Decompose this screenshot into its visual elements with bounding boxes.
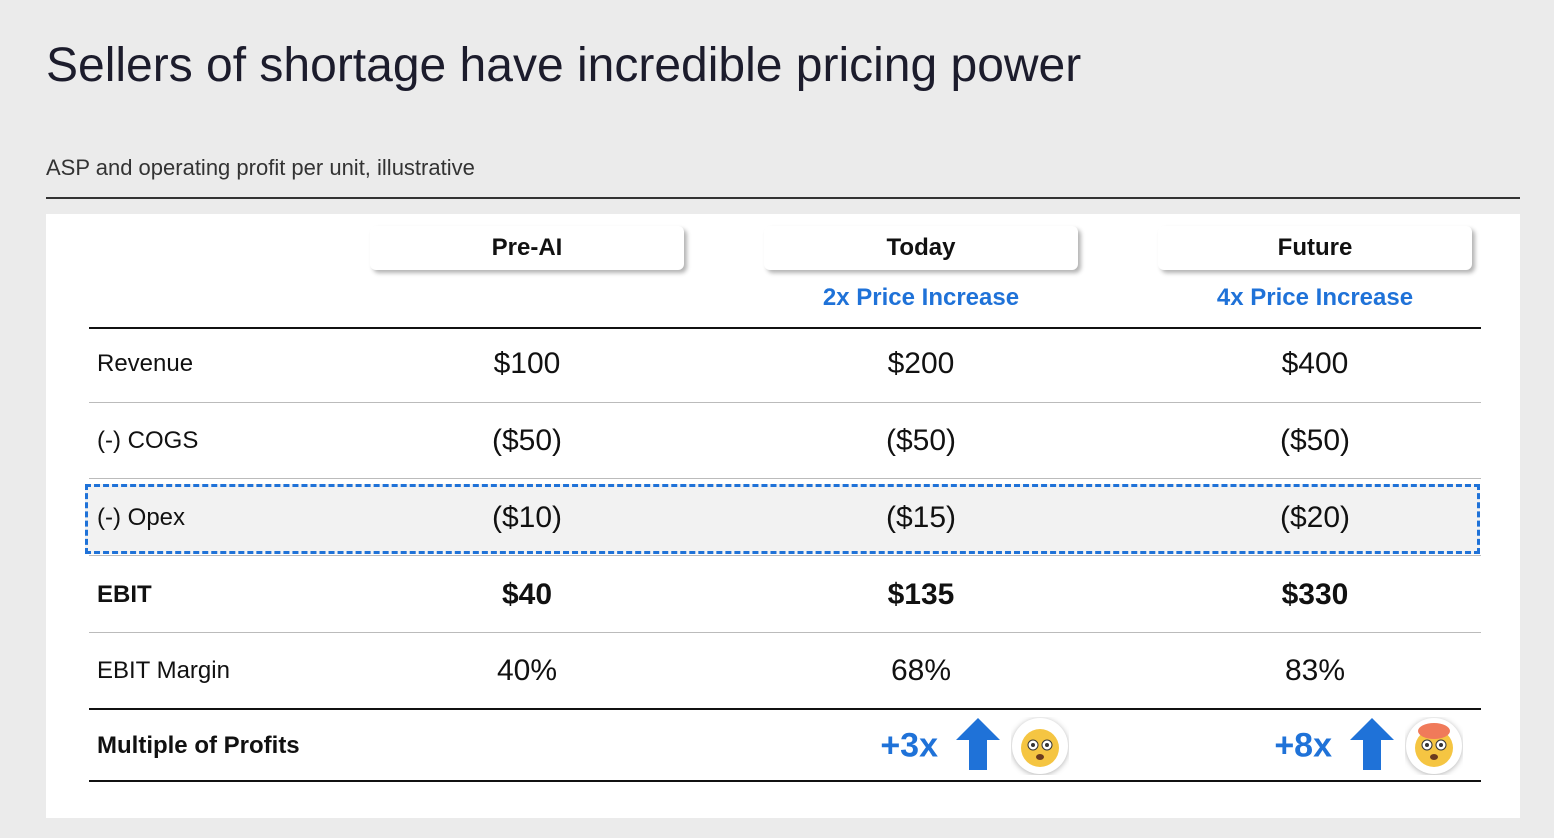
row-divider	[89, 327, 1481, 329]
emoji	[1011, 717, 1069, 780]
title: Sellers of shortage have incredible pric…	[46, 39, 1082, 92]
row-divider	[89, 402, 1481, 403]
subtitle: ASP and operating profit per unit, illus…	[46, 155, 475, 180]
row-label: Revenue	[97, 350, 194, 377]
row-divider	[89, 478, 1481, 479]
row-divider	[89, 708, 1481, 710]
column-note: 2x Price Increase	[822, 284, 1020, 311]
column-header: Future	[1158, 226, 1472, 270]
column-note: 4x Price Increase	[1216, 284, 1414, 311]
cell: $330	[1281, 578, 1349, 611]
cell: $200	[887, 347, 955, 380]
row-label: (-) Opex	[97, 504, 186, 531]
emoji	[1405, 717, 1463, 780]
row-label: Multiple of Profits	[97, 732, 300, 759]
row-divider	[89, 780, 1481, 782]
cell: ($50)	[885, 424, 957, 457]
rule	[46, 197, 1520, 199]
cell: ($50)	[491, 424, 563, 457]
cell: $40	[501, 578, 553, 611]
cell: ($20)	[1279, 501, 1351, 534]
row-label: EBIT	[97, 581, 152, 608]
cell: ($15)	[885, 501, 957, 534]
row-divider	[89, 632, 1481, 633]
up-arrow	[1350, 718, 1394, 775]
multiple-value: +8x	[1274, 726, 1332, 765]
row-label: EBIT Margin	[97, 657, 230, 684]
cell: $400	[1281, 347, 1349, 380]
cell: 68%	[890, 654, 952, 687]
up-arrow	[956, 718, 1000, 775]
multiple-value: +3x	[880, 726, 938, 765]
column-header: Today	[764, 226, 1078, 270]
cell: ($50)	[1279, 424, 1351, 457]
cell: 83%	[1284, 654, 1346, 687]
highlight	[85, 484, 1480, 554]
cell: $135	[887, 578, 955, 611]
cell: 40%	[496, 654, 558, 687]
row-label: (-) COGS	[97, 427, 199, 454]
cell: $100	[493, 347, 561, 380]
cell: ($10)	[491, 501, 563, 534]
column-header: Pre-AI	[370, 226, 684, 270]
row-divider	[89, 555, 1481, 556]
